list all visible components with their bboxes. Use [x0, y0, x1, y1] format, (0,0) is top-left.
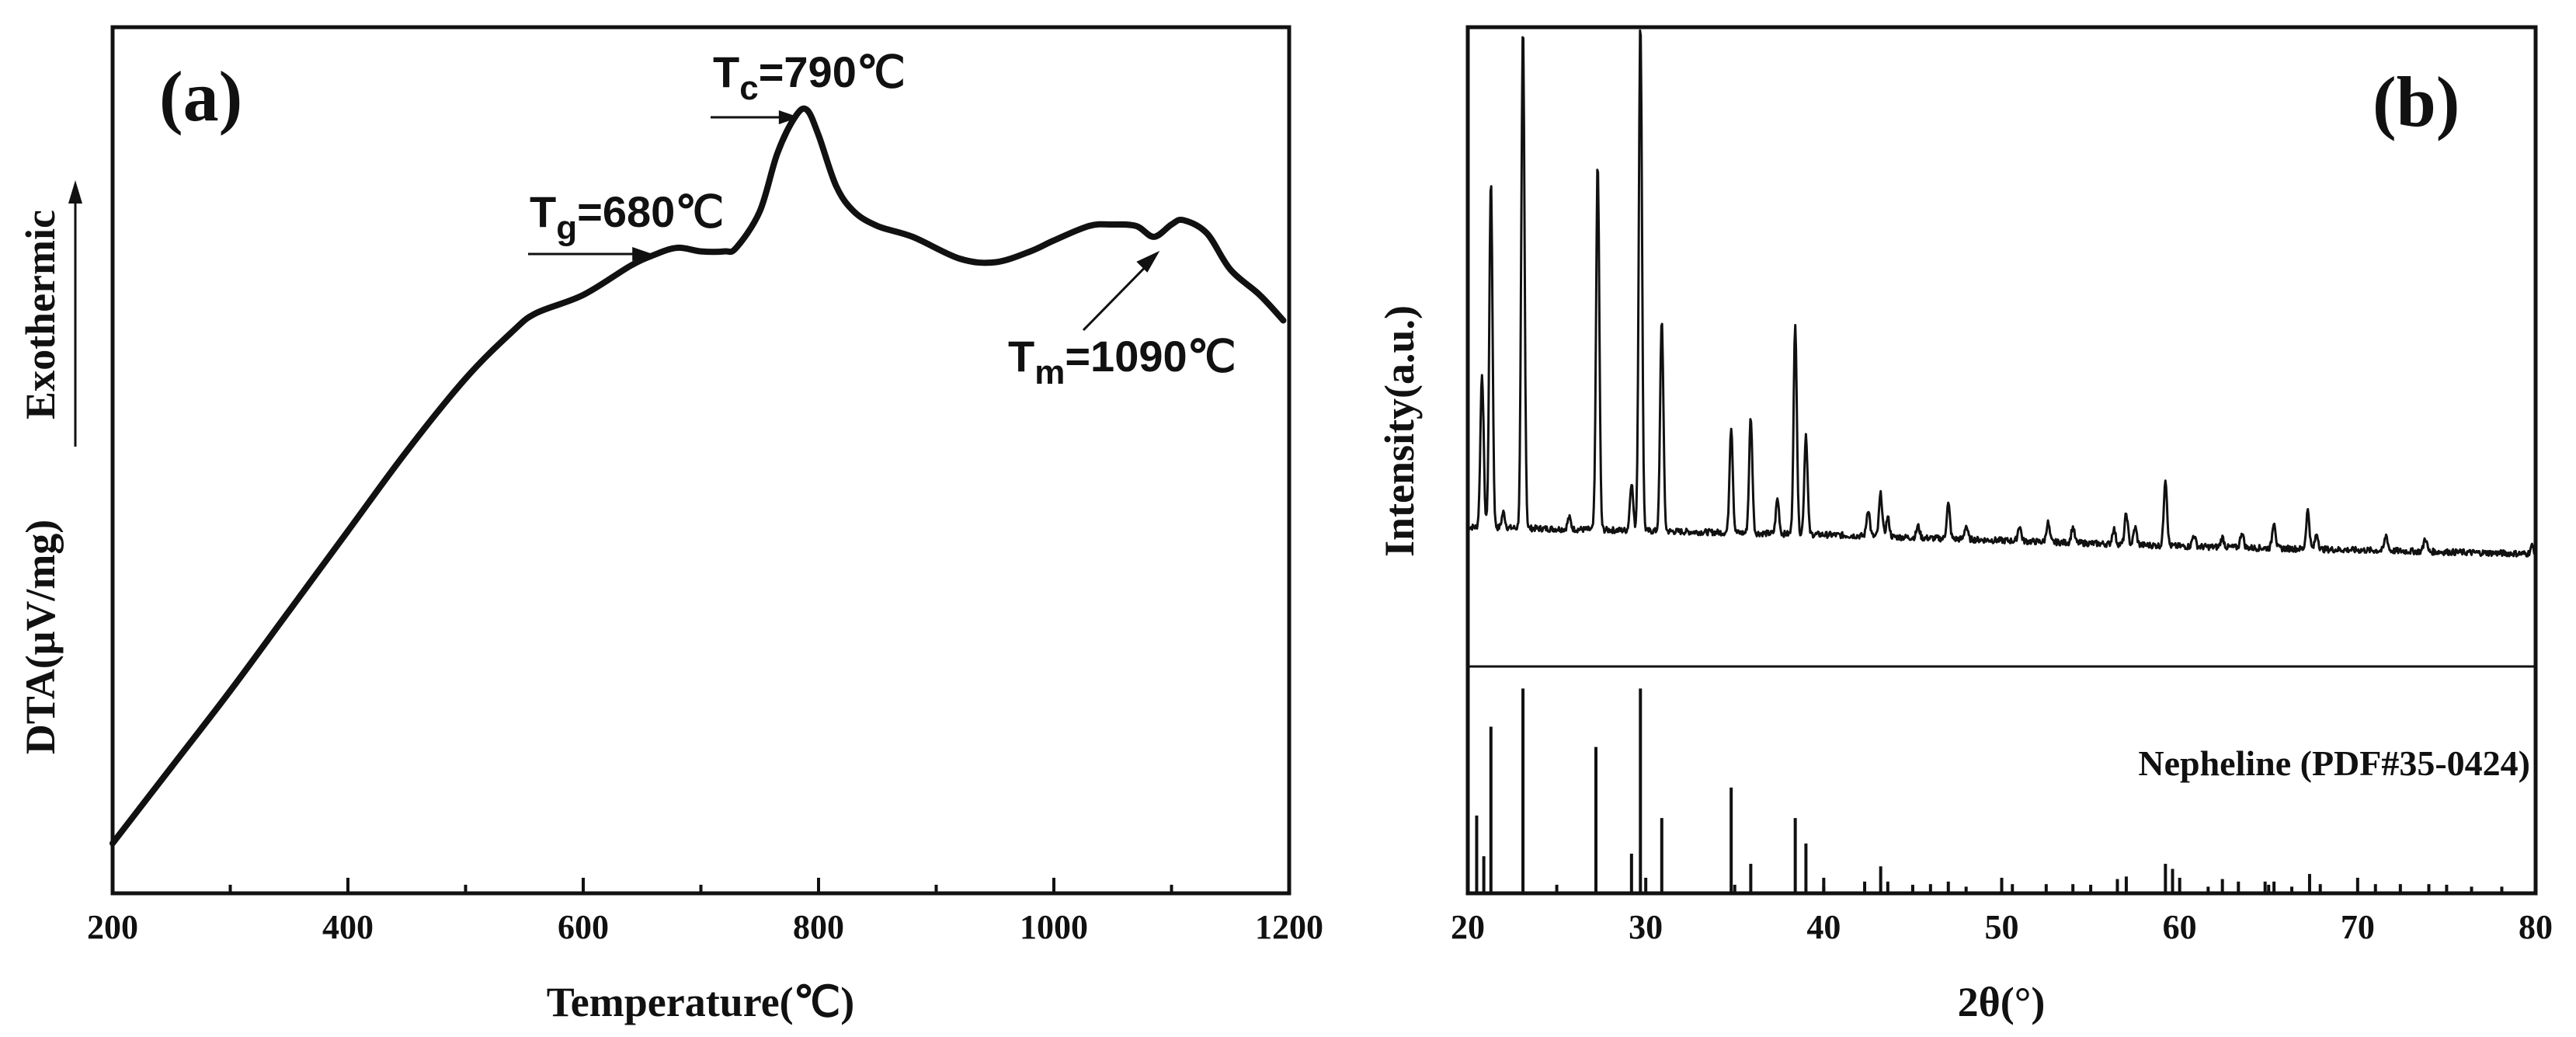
- panel-a-x-axis-title: Temperature(℃): [547, 979, 855, 1025]
- tc-arrowhead: [778, 110, 799, 124]
- panel-b-x-tick-label: 40: [1806, 908, 1841, 946]
- panel-b-x-tick-label: 50: [1985, 908, 2019, 946]
- panel-b-reference-sticks: [1475, 688, 2504, 892]
- tm-annotation-label: Tm=1090℃: [1008, 332, 1236, 391]
- panel-a-x-tick-label: 200: [87, 908, 138, 946]
- panel-b-x-ticks: 20 30 40 50 60 70 80: [1451, 878, 2553, 946]
- panel-b-reference-label: Nepheline (PDF#35-0424): [2138, 743, 2530, 783]
- panel-a-x-tick-label: 600: [558, 908, 609, 946]
- panel-b-x-tick-label: 70: [2341, 908, 2375, 946]
- panel-a-y-axis-title: DTA(μV/mg): [17, 520, 64, 755]
- tg-annotation-label: Tg=680℃: [530, 187, 724, 247]
- panel-a-x-tick-label: 400: [322, 908, 374, 946]
- panel-a-x-tick-label: 1200: [1255, 908, 1323, 946]
- tc-annotation-label: Tc=790℃: [713, 47, 906, 107]
- panel-a-label: (a): [159, 57, 242, 136]
- panel-b-y-axis-title: Intensity(a.u.): [1376, 305, 1423, 557]
- panel-a-plot-frame: [110, 25, 1291, 896]
- panel-b-x-tick-label: 30: [1629, 908, 1663, 946]
- panel-b-x-axis-title: 2θ(°): [1958, 979, 2046, 1025]
- panel-b-xrd-chart: 20 30 40 50 60 70 80 Nepheline (PDF#35-0424) (…: [1376, 25, 2553, 1025]
- panel-b-measured-pattern: [1467, 29, 2537, 558]
- panel-b-x-tick-label: 80: [2519, 908, 2553, 946]
- panel-a-exothermic-label: Exothermic: [17, 210, 64, 419]
- tm-arrowhead: [1136, 250, 1160, 273]
- panel-a-annotations: Tg=680℃ Tc=790℃ Tm=1090℃: [528, 47, 1236, 391]
- tm-arrow: [1082, 259, 1153, 332]
- panel-a-exothermic-arrowhead: [68, 180, 82, 204]
- panel-a-dta-curve: [110, 105, 1287, 847]
- panel-b-x-tick-label: 20: [1451, 908, 1485, 946]
- panel-a-x-tick-label: 1000: [1020, 908, 1088, 946]
- tg-arrowhead: [632, 247, 653, 261]
- panel-a-x-tick-label: 800: [793, 908, 844, 946]
- panel-b-x-tick-label: 60: [2163, 908, 2197, 946]
- panel-a-x-ticks: 200 400 600 800 1000 1200: [87, 878, 1323, 946]
- panel-b-label: (b): [2373, 62, 2460, 141]
- panel-a-dta-chart: 200 400 600 800 1000 1200 Tg=680℃ Tc=790℃ Tm=10…: [17, 25, 1323, 1025]
